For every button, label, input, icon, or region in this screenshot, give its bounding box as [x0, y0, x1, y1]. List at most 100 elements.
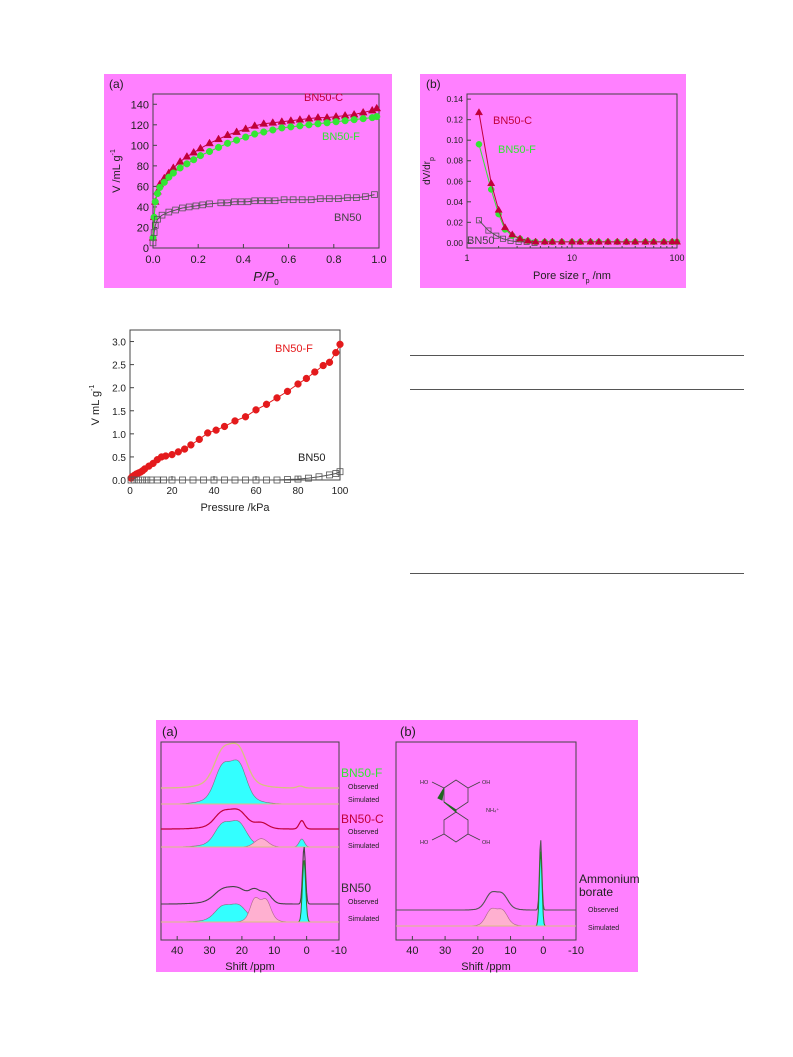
bn50c-simulated-peak [293, 838, 311, 848]
ab-simulated-peak [533, 851, 549, 927]
plot-frame [152, 93, 380, 249]
y-tick-label: 120 [131, 120, 149, 132]
x-tick-label: 0.2 [191, 254, 206, 266]
data-point [179, 204, 186, 212]
y-tick-label: 60 [137, 181, 149, 193]
data-point [251, 130, 259, 138]
h2-chart: 0 20 40 60 80 100 0.0 0.5 1.0 1.5 2.0 2.5 3.0 Pressur… [89, 329, 349, 514]
data-point [499, 235, 506, 242]
data-point [244, 198, 252, 206]
y-tick-label: 0.08 [446, 156, 463, 166]
psd-chart: (b) 1 10 100 0.00 0.02 0.04 0.06 0.08 0.10 0.12 0.1… [422, 77, 685, 285]
x-tick-label: 1 [464, 253, 469, 263]
data-point [221, 476, 228, 484]
data-point [205, 138, 214, 147]
x-tick-label: 100 [332, 486, 349, 497]
data-point [250, 121, 260, 129]
x-tick-label: 40 [208, 486, 220, 497]
ab-observed-line [396, 840, 576, 911]
psd-panel: (b) 1 10 100 0.00 0.02 0.04 0.06 0.08 0.10 0.12 0.1… [420, 74, 686, 288]
data-point [271, 197, 279, 205]
bn50c-simulated-fill [161, 820, 291, 848]
data-point [280, 196, 288, 204]
ab-sample-label-1: Ammonium [579, 872, 640, 886]
y-axis-label: V mL g-1 [89, 385, 102, 426]
series-bn50-f [149, 113, 381, 242]
x-tick-label: 100 [669, 253, 684, 263]
nmr-a-simulated-label: Simulated [348, 843, 379, 850]
legend-bn50c: BN50-C [304, 92, 343, 104]
data-point [576, 237, 585, 245]
data-point [242, 476, 249, 484]
y-axis-label-main: V mL g [90, 391, 102, 425]
data-point [220, 422, 229, 431]
data-point [160, 476, 167, 484]
series-line [478, 144, 677, 243]
data-point [298, 196, 306, 204]
y-tick-label: 0.0 [112, 476, 126, 487]
plot-frame [160, 741, 340, 941]
ab-simulated-label: Simulated [588, 925, 619, 932]
x-tick-label: 0 [127, 486, 133, 497]
data-point [314, 120, 322, 128]
data-point [500, 223, 510, 231]
data-point [252, 406, 260, 414]
isotherm-chart: (a) 0.0 0.2 0.4 0.6 0.8 1.0 0 20 40 60 80 100 120 140 P… [109, 77, 387, 287]
data-point [165, 208, 173, 216]
data-point [189, 147, 199, 156]
nmr-chart: (a) 40 30 20 10 0 -10 Shift /ppm BN50-F Observed S… [160, 724, 640, 973]
data-point [332, 118, 340, 126]
data-point [353, 194, 360, 201]
data-point [232, 127, 241, 135]
y-tick-label: 140 [131, 99, 149, 111]
bond [431, 833, 445, 841]
y-tick-label: 0.10 [446, 135, 463, 145]
panel-label: (a) [162, 724, 178, 739]
x-tick-label: 80 [292, 486, 304, 497]
h2-panel: 0 20 40 60 80 100 0.0 0.5 1.0 1.5 2.0 2.5 3.0 Pressur… [80, 325, 370, 525]
bn50-observed-line [161, 847, 339, 905]
data-point [284, 476, 291, 483]
x-tick-label: 0.6 [281, 254, 296, 266]
data-point [313, 113, 323, 121]
data-point [223, 130, 232, 138]
data-point [182, 152, 192, 160]
data-point [567, 237, 577, 245]
x-axis-label: Pore size rp /nm [533, 270, 611, 285]
nmr-a-observed-label: Observed [348, 899, 378, 906]
data-point [508, 230, 517, 238]
nmr-panel: (a) 40 30 20 10 0 -10 Shift /ppm BN50-F Observed S… [156, 720, 640, 973]
data-point [174, 448, 182, 456]
data-point [548, 237, 557, 245]
data-point [371, 191, 378, 198]
data-point [641, 237, 650, 245]
data-point [172, 206, 179, 214]
x-tick-label: 60 [250, 486, 262, 497]
x-tick-label: 0.0 [145, 254, 160, 266]
structure-label: OH [482, 780, 490, 786]
x-tick-label: 1.0 [371, 254, 386, 266]
bn50f-simulated-fill [161, 759, 291, 805]
data-point [195, 435, 203, 444]
data-point [187, 441, 195, 449]
data-point [196, 143, 205, 152]
data-point [143, 476, 151, 484]
ab-simulated-fill [471, 907, 524, 927]
x-tick-label: 0 [304, 945, 310, 957]
data-point [273, 394, 281, 402]
data-point [269, 126, 277, 134]
series-line [478, 112, 677, 243]
data-point [341, 117, 349, 125]
legend-bn50c: BN50-C [493, 115, 532, 127]
x-tick-label: 20 [236, 945, 248, 957]
data-point [241, 124, 250, 132]
data-point [180, 445, 189, 453]
data-point [287, 123, 295, 131]
legend-bn50: BN50 [298, 452, 326, 464]
y-tick-label: 0.06 [446, 176, 463, 186]
series-bn50-c [474, 108, 682, 245]
data-point [199, 201, 207, 209]
x-tick-label: 0.4 [236, 254, 251, 266]
data-point [475, 217, 482, 224]
x-axis-label: P/P0 [253, 269, 279, 287]
